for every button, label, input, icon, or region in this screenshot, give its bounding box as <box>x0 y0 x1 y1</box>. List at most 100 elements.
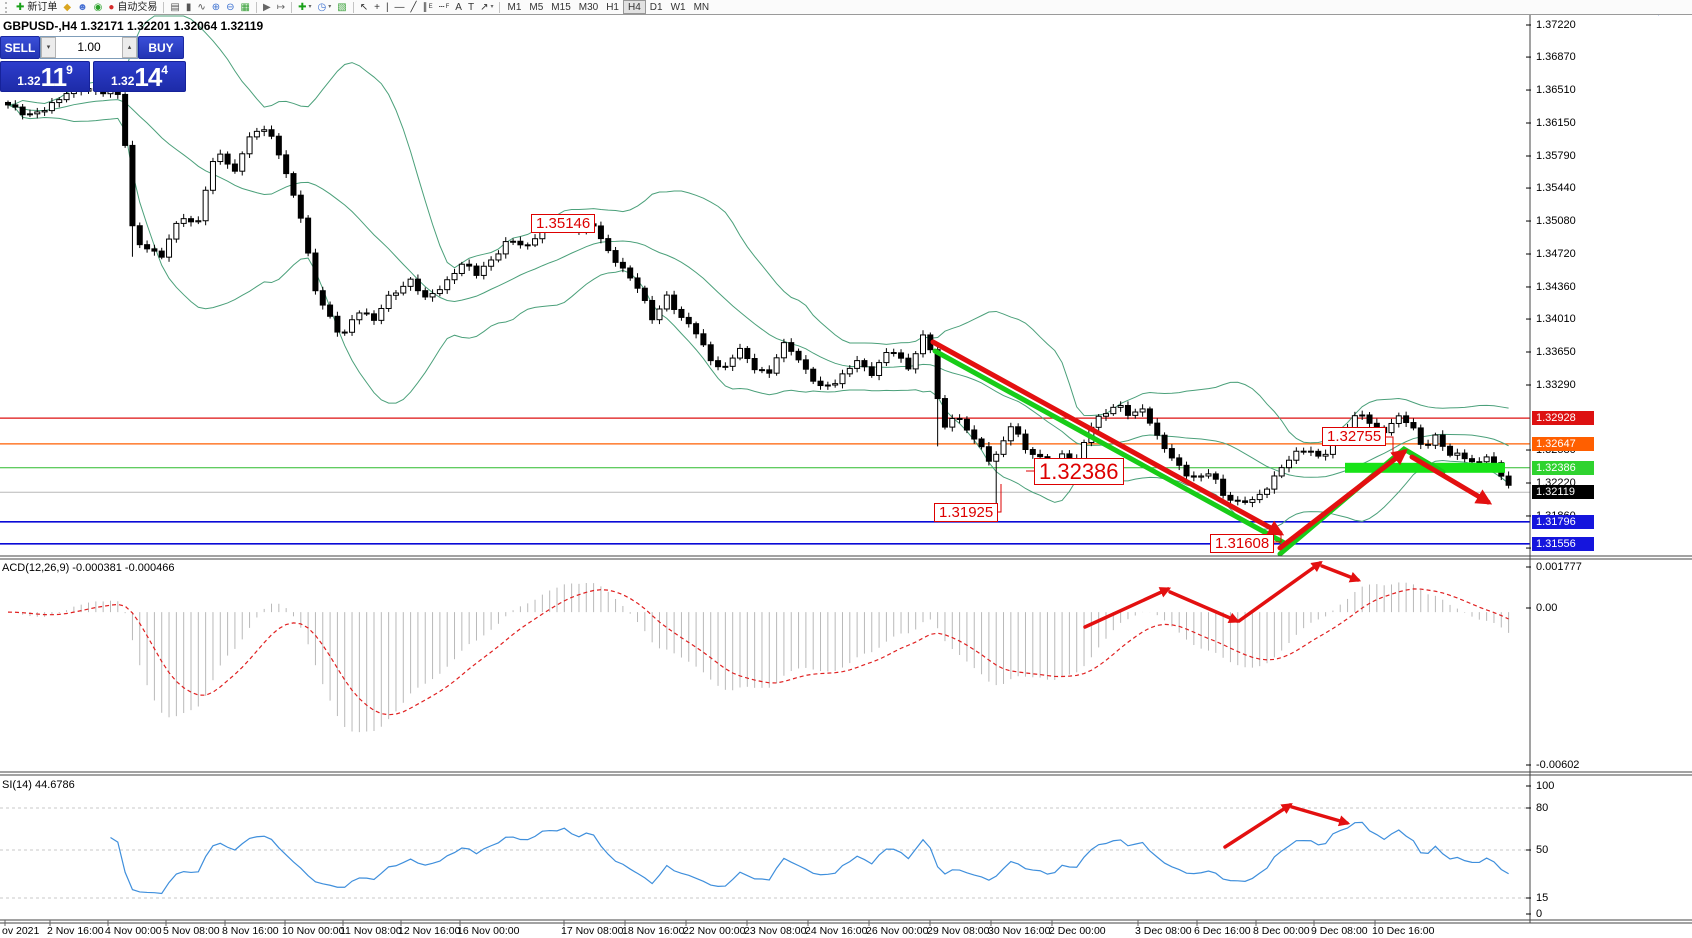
tf-d1-label: D1 <box>649 1 663 13</box>
buy-price-sup: 4 <box>161 63 168 77</box>
tf-w1[interactable]: W1 <box>667 1 690 14</box>
price-axis-tag: 1.32928 <box>1532 411 1594 426</box>
auto-trading-button[interactable]: ● 自动交易 <box>105 1 160 14</box>
tf-h1-label: H1 <box>606 1 619 13</box>
bar-chart-icon[interactable]: ▤ <box>167 1 182 14</box>
price-label-135146[interactable]: 1.35146 <box>531 214 596 234</box>
sell-price-display[interactable]: 1.32 11 9 <box>0 61 90 92</box>
fibonacci-icon[interactable]: ┄ F <box>436 1 453 14</box>
profile-icon[interactable]: ☻ <box>74 1 91 14</box>
trend-underlay-0[interactable] <box>932 348 1291 548</box>
buy-price-display[interactable]: 1.32 14 4 <box>93 61 186 92</box>
deposit-icon: ◆ <box>63 1 72 13</box>
chevron-down-icon: ▾ <box>328 3 332 10</box>
candlestick-chart-icon[interactable]: ▮ <box>183 1 195 14</box>
price-label-131608[interactable]: 1.31608 <box>1210 534 1275 554</box>
new-order-button[interactable]: ✚ 新订单 <box>13 1 60 14</box>
toolbar-grip[interactable] <box>5 1 11 13</box>
time-axis-label: 4 Nov 00:00 <box>105 925 162 937</box>
line-chart-icon[interactable]: ∿ <box>194 1 208 14</box>
crosshair-icon[interactable]: + <box>371 1 383 14</box>
trend-arrow-3[interactable] <box>1277 449 1408 551</box>
support-zone-band[interactable] <box>1345 462 1505 473</box>
price-label-131608-leader <box>1274 534 1282 543</box>
macd-axis-label: 0.00 <box>1536 602 1558 614</box>
toolbar-separator <box>291 1 293 13</box>
tf-m30[interactable]: M30 <box>575 1 602 14</box>
bar-chart-icon: ▤ <box>170 1 180 13</box>
new-order-icon: ✚ <box>16 1 25 13</box>
tf-m5[interactable]: M5 <box>525 1 547 14</box>
volume-increase-button[interactable]: ▴ <box>122 37 137 58</box>
price-axis-tick: 1.35790 <box>1536 149 1576 162</box>
tf-h1[interactable]: H1 <box>602 1 623 14</box>
macd-indicator-label: ACD(12,26,9) -0.000381 -0.000466 <box>2 562 175 574</box>
macd-trend-arrow-3[interactable] <box>1320 564 1362 583</box>
equidistant-channel-icon[interactable]: ∥ E <box>420 1 436 14</box>
arrows-object-icon[interactable]: ↗ ▾ <box>477 1 496 14</box>
cursor-icon[interactable]: ↖ <box>357 1 371 14</box>
buy-price-big: 14 <box>134 62 162 92</box>
one-click-trading-panel: SELL ▾ 1.00 ▴ BUY 1.32 11 9 1.32 14 4 <box>0 36 186 92</box>
tf-d1[interactable]: D1 <box>646 1 667 14</box>
tf-w1-label: W1 <box>670 1 686 13</box>
zoom-out-icon[interactable]: ⊖ <box>223 1 237 14</box>
rsi-trend-arrow-1[interactable] <box>1290 805 1351 827</box>
volume-decrease-button[interactable]: ▾ <box>41 37 56 58</box>
sell-button[interactable]: SELL <box>0 36 40 59</box>
price-label-132755[interactable]: 1.32755 <box>1322 427 1387 447</box>
buy-button[interactable]: BUY <box>138 36 184 59</box>
macd-trend-arrow-0[interactable] <box>1083 587 1172 629</box>
tf-m1-label: M1 <box>507 1 522 13</box>
macd-trend-arrow-1[interactable] <box>1168 590 1241 624</box>
cursor-icon: ↖ <box>359 1 369 13</box>
rsi-trend-arrow-0[interactable] <box>1223 803 1293 849</box>
tf-mn[interactable]: MN <box>690 1 714 14</box>
price-label-132386[interactable]: 1.32386 <box>1034 458 1124 486</box>
icon-subscript: E <box>428 3 433 10</box>
tf-m15[interactable]: M15 <box>547 1 574 14</box>
time-axis-label: 10 Nov 00:00 <box>282 925 345 937</box>
tf-h4-label: H4 <box>628 1 641 13</box>
time-axis-label: 2 Dec 00:00 <box>1049 925 1106 937</box>
volume-input[interactable]: 1.00 <box>77 40 101 54</box>
trend-arrow-1[interactable] <box>930 339 1285 536</box>
text-icon[interactable]: A <box>452 1 465 14</box>
trendline-icon[interactable]: ╱ <box>408 1 420 14</box>
horizontal-line-icon[interactable]: — <box>392 1 408 14</box>
candlestick-chart-icon: ▮ <box>185 1 192 13</box>
price-axis-tick: 1.33290 <box>1536 378 1576 391</box>
fibonacci-icon: ┄ <box>438 1 445 13</box>
deposit-icon[interactable]: ◆ <box>60 1 74 14</box>
zoom-in-icon[interactable]: ⊕ <box>209 1 223 14</box>
price-axis-tick: 1.37220 <box>1536 19 1576 31</box>
crosshair-icon: + <box>374 1 380 13</box>
toolbar: ✚ 新订单 ◆ ☻ ◉ ● 自动交易 ▤ ▮ ∿ ⊕ ⊖ ▦ ▶ ↦ ✚ ▾ ◷ ▾ ▧ ↖ + | — ╱ ∥ E ┄ F A T ↗ ▾ M1… <box>0 0 1692 15</box>
indicators-icon[interactable]: ✚ ▾ <box>295 1 314 14</box>
templates-icon[interactable]: ▧ <box>334 1 349 14</box>
trend-arrow-4[interactable] <box>1409 454 1493 505</box>
toolbar-separator <box>499 1 501 13</box>
price-label-131925[interactable]: 1.31925 <box>934 503 999 523</box>
chart-shift-icon[interactable]: ↦ <box>274 1 288 14</box>
price-axis-tick: 1.34010 <box>1536 313 1576 326</box>
time-axis-label: 8 Nov 16:00 <box>222 925 279 937</box>
price-axis-tag: 1.31556 <box>1532 536 1594 551</box>
tf-m30-label: M30 <box>578 1 599 13</box>
text-label-icon[interactable]: T <box>465 1 477 14</box>
price-axis-tick: 1.34360 <box>1536 280 1576 293</box>
signal-icon[interactable]: ◉ <box>91 1 106 14</box>
macd-trend-arrow-2[interactable] <box>1237 561 1323 623</box>
periods-icon[interactable]: ◷ ▾ <box>315 1 335 14</box>
auto-scroll-icon[interactable]: ▶ <box>260 1 274 14</box>
tf-h4[interactable]: H4 <box>623 0 646 14</box>
tile-windows-icon[interactable]: ▦ <box>238 1 253 14</box>
time-axis-label: 5 Nov 08:00 <box>163 925 220 937</box>
rsi-axis-label: 50 <box>1536 844 1549 856</box>
rsi-axis-label: 15 <box>1536 892 1549 904</box>
tf-m15-label: M15 <box>551 1 571 13</box>
tf-m1[interactable]: M1 <box>503 1 525 14</box>
vertical-line-icon[interactable]: | <box>383 1 392 14</box>
